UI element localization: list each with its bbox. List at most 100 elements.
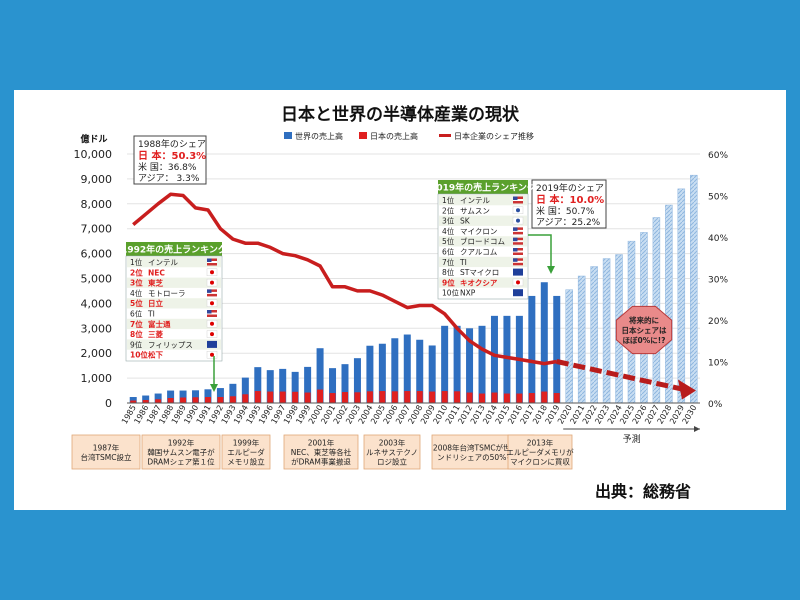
y-left-tick: 1,000: [81, 372, 113, 385]
share-series-line: [132, 192, 558, 366]
ranking-2019-box-row-bg: [439, 195, 527, 206]
japan-sales-bar: [454, 391, 461, 403]
event-text: 1999年: [233, 438, 260, 448]
japan-sales-bar: [229, 396, 236, 403]
ranking-1992-box-company: NEC: [148, 268, 165, 277]
ranking-2019-box-row-bg: [439, 277, 527, 288]
event-text: 2003年: [379, 438, 406, 448]
ranking-1992-box-rank: 9位: [130, 339, 143, 349]
japan-sales-bar: [541, 391, 548, 403]
us-flag-stripe: [513, 199, 523, 201]
japan-sales-bar: [441, 391, 448, 403]
us-flag-canton: [513, 258, 518, 262]
ranking-2019-box-company: キオクシア: [460, 277, 498, 287]
ranking-1992-box-rank: 3位: [130, 278, 143, 288]
japan-sales-bar: [204, 397, 211, 403]
ranking-1992-box-company: 松下: [148, 350, 163, 360]
event-text: ロジ設立: [377, 457, 407, 467]
japan-sales-bar: [304, 392, 311, 403]
eu-flag-icon: [513, 289, 523, 297]
pointer-1992-head: [210, 384, 218, 392]
share-1988-box-frame: [133, 135, 207, 185]
event-text: 2013年: [527, 438, 554, 448]
pointer-2019-head: [547, 266, 555, 274]
share-1988-box-line: アジア： 3.3%: [138, 174, 200, 184]
japan-sales-bar: [429, 391, 436, 403]
future-warning-line: 日本シェアは: [622, 325, 667, 335]
event-text: DRAMシェア第１位: [147, 457, 215, 467]
legend-japan: 日本の売上高: [370, 131, 418, 141]
ranking-2019-box-rank: 1位: [442, 195, 455, 205]
korea-flag-dot: [516, 208, 520, 213]
ranking-1992-box-rank: 6位: [130, 309, 143, 319]
world-sales-bar: [553, 295, 561, 403]
event-box-frame: [283, 434, 359, 470]
world-sales-bar: [466, 328, 474, 403]
japan-flag-dot: [210, 280, 214, 285]
ranking-2019-box-rank: 8位: [442, 267, 455, 277]
japan-sales-bar: [479, 393, 486, 403]
share-1988-box-line: 日 本：50.3%: [138, 149, 206, 162]
world-sales-bar: [266, 370, 274, 403]
world-sales-bar: [503, 315, 511, 403]
ranking-1992-box-rank: 8位: [130, 329, 143, 339]
future-warning-line: 将来的に: [629, 315, 659, 325]
world-sales-bar: [316, 348, 324, 403]
ranking-1992-box-rank: 5位: [130, 298, 143, 308]
japan-sales-bar: [130, 400, 137, 403]
event-text: 2001年: [308, 438, 335, 448]
world-sales-bar: [453, 325, 461, 403]
ranking-1992-box-rank: 2位: [130, 267, 143, 277]
ranking-2019-box-row-bg: [439, 215, 527, 226]
japan-sales-bar: [553, 393, 560, 403]
japan-sales-bar: [354, 392, 361, 403]
world-sales-bar: [291, 371, 299, 403]
forecast-arrowhead: [678, 379, 696, 400]
share-2019-box-frame: [531, 179, 607, 229]
y-right-tick: 10%: [708, 359, 728, 369]
ranking-2019-box-company: マイクロン: [460, 227, 497, 236]
world-sales-bar: [366, 345, 374, 403]
world-sales-bar: [403, 334, 411, 403]
us-flag-canton: [513, 227, 518, 231]
ranking-1992-box-company: TI: [147, 310, 155, 319]
event-text: 1992年: [168, 438, 195, 448]
ranking-2019-box-company: クアルコム: [460, 248, 497, 257]
y-right-tick: 40%: [708, 234, 728, 244]
ranking-1992-box-company: インテル: [148, 258, 178, 267]
world-sales-bar: [341, 364, 349, 403]
y-right-tick: 60%: [708, 151, 728, 161]
ranking-2019-box-row-bg: [439, 236, 527, 247]
us-flag-canton: [513, 248, 518, 252]
event-box-frame: [363, 434, 421, 470]
world-sales-bar: [192, 390, 200, 403]
ranking-1992-box-rank: 7位: [130, 319, 143, 329]
event-text: ルネサステクノ: [366, 448, 418, 457]
japan-flag-dot: [210, 301, 214, 306]
eu-flag-icon: [207, 340, 217, 348]
world-sales-bar: [478, 325, 486, 403]
forecast-bar: [590, 266, 598, 404]
x-axis: 1985198619871988198919901991199219931994…: [120, 402, 700, 445]
japan-sales-bar: [155, 399, 162, 403]
forecast-bar: [665, 204, 673, 404]
y-left-unit: 億ドル: [80, 133, 107, 145]
event-box-frame: [221, 434, 271, 470]
share-1988-box-title: 1988年のシェア: [138, 138, 206, 150]
ranking-2019-box-header: [438, 180, 528, 194]
world-sales-bar: [204, 389, 212, 403]
world-sales-bar: [329, 368, 337, 403]
pointer-2019: [528, 234, 552, 268]
japan-sales-bar: [267, 391, 274, 403]
japan-flag-dot: [210, 352, 214, 357]
ranking-1992-box-row-bg: [127, 257, 221, 268]
us-flag-stripe: [513, 240, 523, 243]
forecast-bar: [577, 275, 586, 404]
forecast-bracket-arrow: [694, 426, 700, 432]
world-sales-bar: [490, 315, 498, 403]
